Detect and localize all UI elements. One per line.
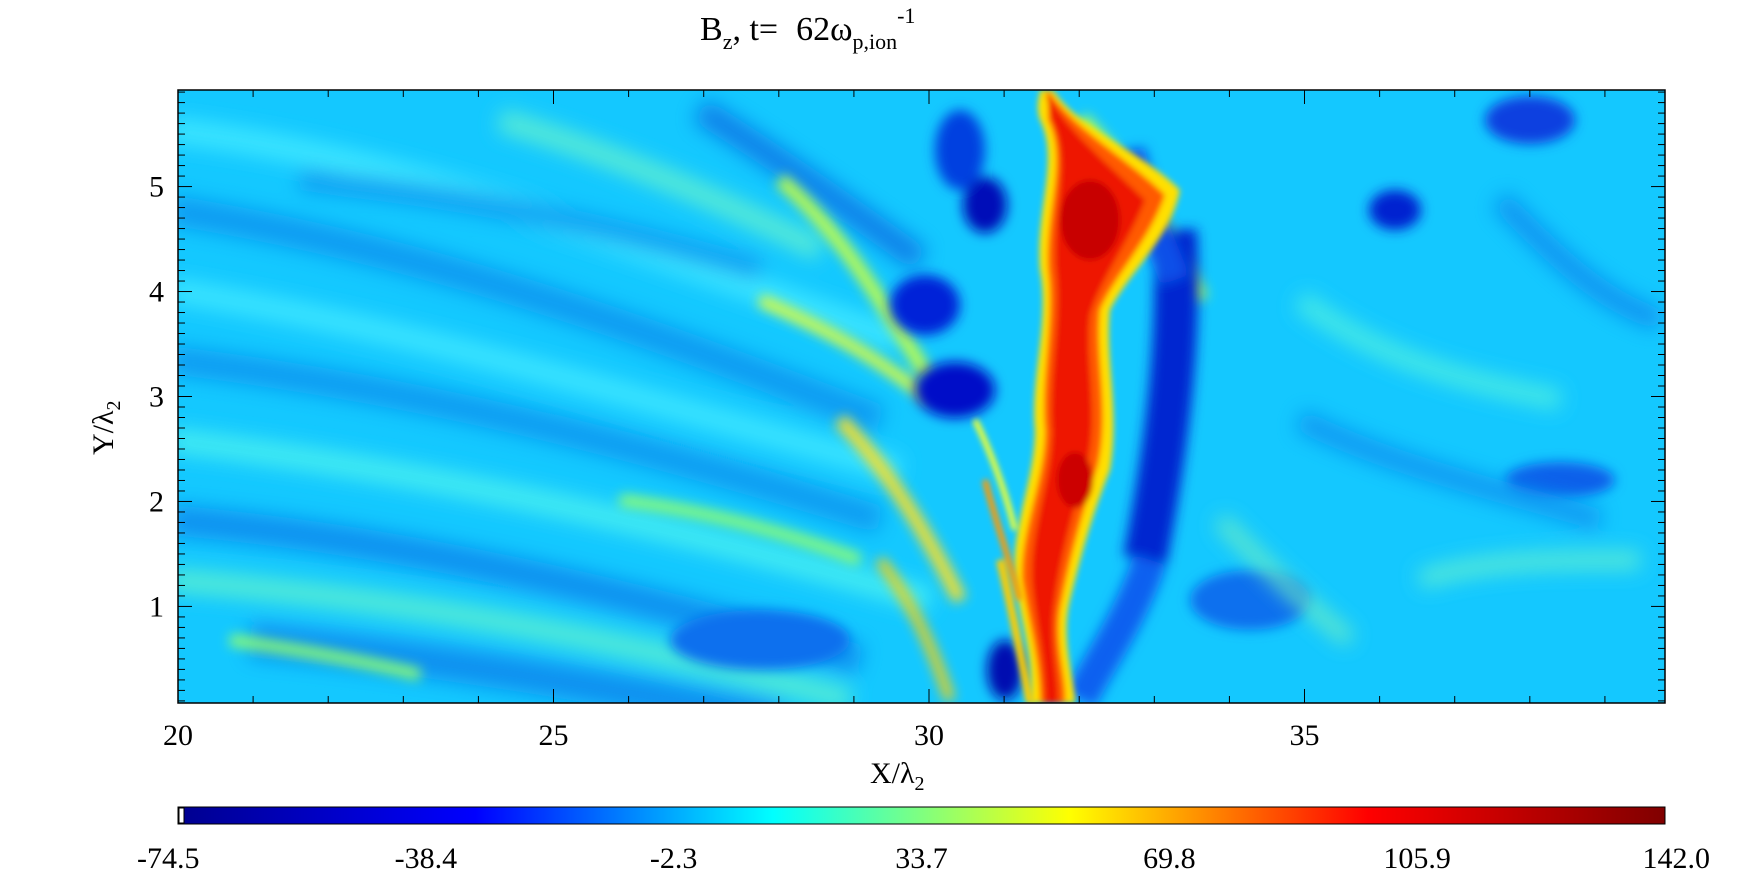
colorbar-tick-label: 33.7 xyxy=(895,842,948,875)
colorbar-min-marker xyxy=(178,807,185,824)
x-axis-label-main: X/λ xyxy=(870,757,915,790)
y-axis-label: Y/λ2 xyxy=(87,400,125,455)
title-time-value: 62 xyxy=(796,11,830,48)
colorbar-tick-label: -38.4 xyxy=(395,842,458,875)
colorbar-gradient xyxy=(177,806,1666,825)
colorbar: -74.5 -38.4 -2.3 33.7 69.8 105.9 142.0 xyxy=(137,806,1710,875)
title-unit-superscript: -1 xyxy=(897,3,915,28)
colorbar-tick-labels: -74.5 -38.4 -2.3 33.7 69.8 105.9 142.0 xyxy=(137,842,1710,875)
title-unit: ω xyxy=(830,11,852,48)
title-unit-subscript: p,ion xyxy=(852,29,897,54)
x-tick-label: 30 xyxy=(914,719,944,752)
title-separator: , t= xyxy=(732,11,778,48)
plot-axes: 20 25 30 35 1 2 3 4 5 xyxy=(149,89,1666,752)
x-axis-label: X/λ2 xyxy=(870,757,925,795)
current-sheet-ridge xyxy=(1014,90,1180,703)
colorbar-tick-label: -2.3 xyxy=(650,842,698,875)
right-texture xyxy=(1214,192,1664,647)
colorbar-tick-label: -74.5 xyxy=(137,842,200,875)
y-tick-label: 3 xyxy=(149,381,164,414)
y-tick-label: 2 xyxy=(149,485,164,518)
chart-title: Bz, t= 62ωp,ion-1 xyxy=(700,3,915,54)
heatmap-field xyxy=(178,90,1665,703)
y-axis-label-main: Y/λ xyxy=(87,410,120,455)
y-tick-label: 5 xyxy=(149,171,164,204)
x-tick-label: 35 xyxy=(1290,719,1320,752)
y-tick-label: 1 xyxy=(149,590,164,623)
ridge-filaments xyxy=(972,418,1034,703)
colorbar-tick-label: 142.0 xyxy=(1643,842,1711,875)
y-axis-label-subscript: 2 xyxy=(103,400,125,410)
x-ticks: 20 25 30 35 xyxy=(163,90,1606,752)
x-tick-label: 20 xyxy=(163,719,193,752)
y-ticks: 1 2 3 4 5 xyxy=(149,91,1665,702)
colorbar-tick-label: 105.9 xyxy=(1383,842,1451,875)
diagonal-streaks xyxy=(178,98,934,703)
x-axis-label-subscript: 2 xyxy=(915,773,925,795)
title-variable: B xyxy=(700,11,723,48)
colorbar-tick-label: 69.8 xyxy=(1143,842,1196,875)
title-variable-subscript: z xyxy=(723,29,733,54)
y-tick-label: 4 xyxy=(149,276,164,309)
x-tick-label: 25 xyxy=(539,719,569,752)
